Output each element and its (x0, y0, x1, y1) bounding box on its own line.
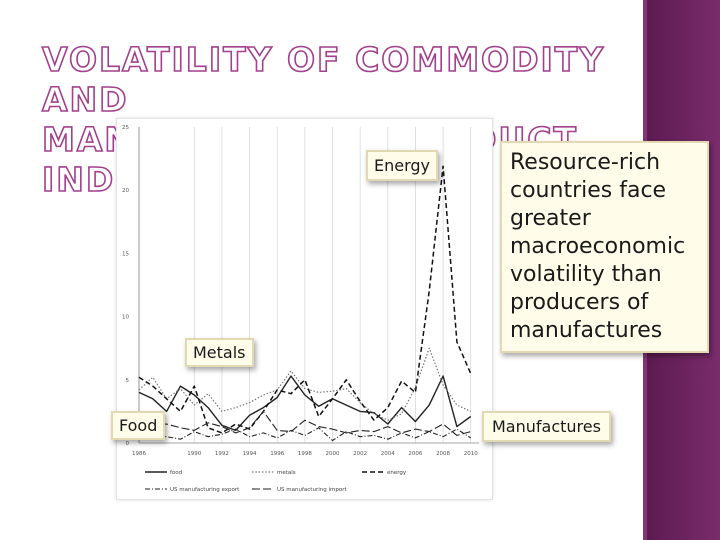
x-tick-label: 1992 (215, 451, 229, 457)
callout-food: Food (111, 411, 166, 440)
x-tick-label: 1994 (243, 451, 257, 457)
x-tick-label: 2008 (436, 451, 450, 457)
y-tick-label: 0 (126, 441, 130, 447)
y-tick-label: 5 (126, 378, 130, 384)
legend-label: US manufacturing import (277, 487, 347, 493)
series-line-metals (138, 347, 471, 421)
x-tick-label: 2010 (464, 451, 478, 457)
series-line-food (138, 375, 472, 432)
y-tick-label: 25 (122, 125, 129, 131)
text-callout: Resource-rich countries face greater mac… (500, 141, 709, 353)
legend-label: energy (387, 470, 407, 476)
y-tick-label: 20 (122, 188, 129, 194)
chart-panel: 0 5 10 15 20 25 1986 1990 1992 1994 1996 1998 2000 20… (116, 118, 493, 500)
series-line-us-manufacturing-export (138, 427, 471, 442)
y-tick-label: 15 (122, 251, 129, 257)
x-tick-label: 2006 (408, 451, 422, 457)
x-tick-label: 2004 (381, 451, 395, 457)
callout-manufactures: Manufactures (482, 411, 611, 442)
x-tick-label: 2000 (325, 451, 339, 457)
y-tick-label: 10 (122, 315, 129, 321)
title-line-1: VOLATILITY OF COMMODITY AND (41, 39, 606, 120)
callout-energy: Energy (366, 150, 439, 181)
series-line-energy (138, 165, 472, 434)
legend-label: metals (277, 470, 296, 476)
x-tick-label: 1990 (187, 451, 201, 457)
x-tick-label: 2002 (353, 451, 367, 457)
series-line-us-manufacturing-import (138, 410, 471, 436)
callout-metals: Metals (185, 338, 254, 367)
x-tick-label: 1996 (270, 451, 284, 457)
x-tick-label: 1986 (132, 451, 146, 457)
legend-label: US manufacturing export (170, 487, 240, 493)
legend-label: food (170, 470, 182, 476)
x-tick-label: 1998 (298, 451, 312, 457)
